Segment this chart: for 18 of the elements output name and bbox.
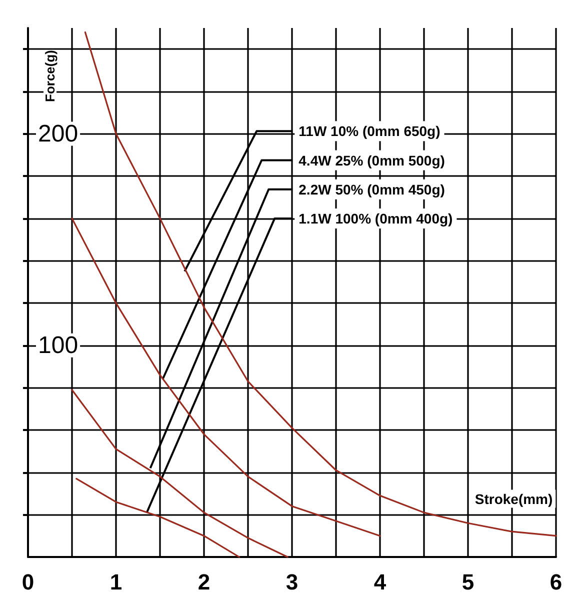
x-tick-label: 1 (110, 570, 122, 594)
line-series (76, 478, 240, 558)
x-axis-title: Stroke(mm) (474, 490, 553, 507)
annotation: 1.1W 100% (0mm 400g) (298, 210, 453, 226)
x-tick-label: 3 (286, 570, 298, 594)
annotation: 2.2W 50% (0mm 450g) (298, 181, 445, 198)
annotation: 4.4W 25% (0mm 500g) (298, 152, 445, 168)
line-series (84, 31, 557, 537)
y-axis-title: Force(g) (42, 50, 58, 102)
x-tick-label: 5 (462, 570, 474, 594)
x-tick-label: 0 (22, 570, 34, 594)
x-tick-label: 2 (198, 570, 210, 594)
y-tick-label: 200 (38, 120, 78, 148)
line-series (71, 389, 288, 558)
x-tick-label: 4 (374, 570, 387, 594)
annotation: 11W 10% (0mm 650g) (298, 123, 440, 140)
x-tick-label: 6 (550, 570, 562, 594)
y-tick-label: 100 (38, 332, 78, 359)
